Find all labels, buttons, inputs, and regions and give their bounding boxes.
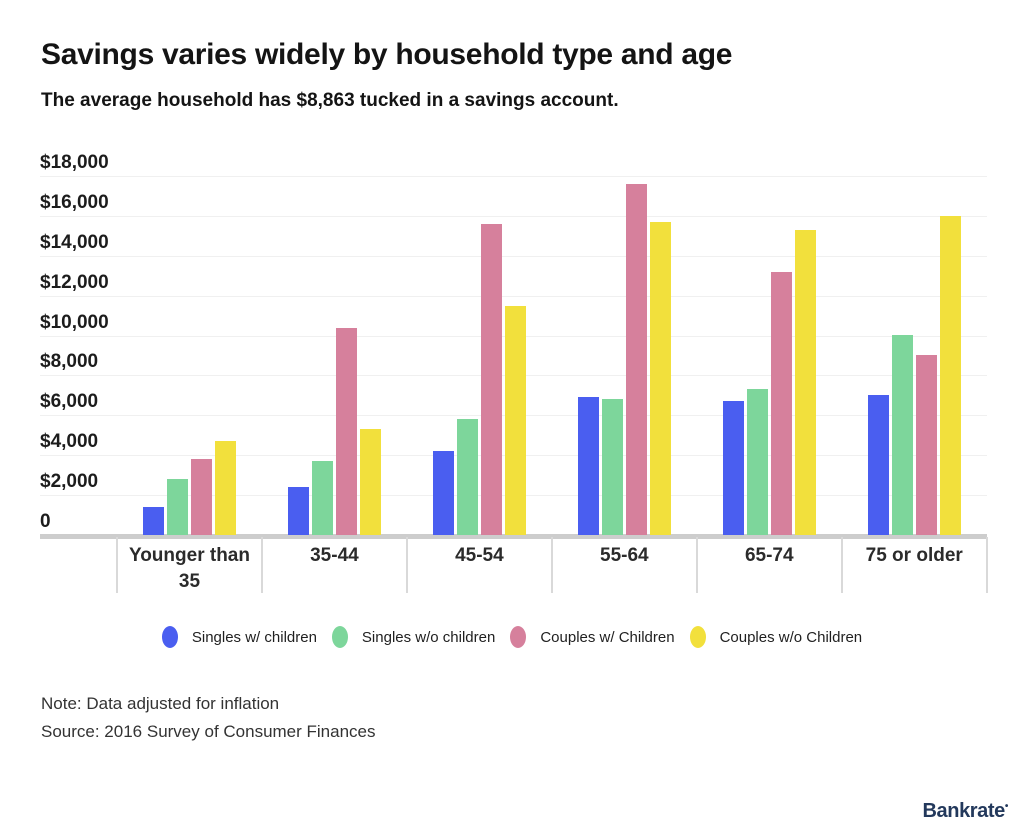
y-axis-tick-label: $4,000 — [40, 431, 99, 453]
category-separator-tick — [260, 537, 263, 593]
y-gridline — [40, 295, 987, 297]
bar — [723, 401, 744, 535]
bar — [191, 459, 212, 535]
bankrate-logo-mark-icon: • — [1004, 801, 1009, 812]
bar — [940, 216, 961, 535]
y-axis-tick-label: $6,000 — [40, 391, 99, 413]
chart-legend: Singles w/ children Singles w/o children C… — [0, 626, 1024, 648]
category-separator-tick — [405, 537, 408, 593]
y-gridline — [40, 255, 987, 257]
y-axis-tick-label: 0 — [40, 511, 51, 532]
bar — [916, 355, 937, 535]
bar — [795, 230, 816, 535]
bar — [360, 429, 381, 535]
bar — [650, 222, 671, 535]
legend-swatch-icon — [331, 626, 348, 648]
bar — [578, 397, 599, 535]
y-axis-tick-label: $14,000 — [40, 231, 109, 253]
chart-subtitle: The average household has $8,863 tucked … — [41, 90, 619, 111]
chart-title: Savings varies widely by household type … — [41, 38, 733, 71]
bankrate-logo-text: Bankrate — [922, 800, 1005, 822]
bar — [892, 335, 913, 535]
category-separator-tick — [985, 537, 988, 593]
bar — [481, 224, 502, 535]
y-axis-tick-label: $18,000 — [40, 151, 109, 173]
legend-item: Couples w/o Children — [689, 626, 863, 648]
x-axis-label: 35-44 — [310, 545, 359, 566]
y-axis-tick-label: $12,000 — [40, 271, 109, 293]
x-axis-label: Younger than 35 — [128, 545, 250, 592]
y-gridline — [40, 215, 987, 217]
x-axis-label: 45-54 — [455, 545, 504, 566]
category-separator-tick — [840, 537, 843, 593]
note-text: Note: Data adjusted for inflation — [41, 694, 280, 713]
bar — [143, 507, 164, 535]
y-gridline — [40, 175, 987, 177]
bar — [747, 389, 768, 535]
bar — [312, 461, 333, 535]
bar — [167, 479, 188, 535]
legend-label: Singles w/o children — [361, 628, 496, 646]
legend-label: Couples w/o Children — [719, 628, 863, 646]
bar — [626, 184, 647, 535]
bar — [457, 419, 478, 535]
y-axis-tick-label: $16,000 — [40, 191, 109, 213]
x-axis-label: 55-64 — [600, 545, 649, 566]
x-axis-label: 75 or older — [865, 545, 963, 566]
x-axis-line — [40, 534, 987, 539]
legend-swatch-icon — [161, 626, 178, 648]
legend-label: Singles w/ children — [191, 628, 317, 646]
category-separator-tick — [550, 537, 553, 593]
bar — [336, 328, 357, 535]
bar — [505, 306, 526, 535]
legend-item: Couples w/ Children — [510, 626, 675, 648]
bar — [868, 395, 889, 535]
legend-label: Couples w/ Children — [540, 628, 675, 646]
category-separator-tick — [116, 537, 118, 593]
bar — [215, 441, 236, 535]
bar — [602, 399, 623, 535]
bar — [288, 487, 309, 535]
bankrate-logo: Bankrate• — [922, 800, 1008, 823]
legend-item: Singles w/ children — [161, 626, 317, 648]
legend-item: Singles w/o children — [331, 626, 496, 648]
legend-swatch-icon — [689, 626, 706, 648]
y-axis-tick-label: $2,000 — [40, 471, 99, 493]
x-axis-label: 65-74 — [744, 545, 794, 566]
bar — [771, 272, 792, 535]
source-text: Source: 2016 Survey of Consumer Finances — [41, 722, 376, 741]
category-separator-tick — [695, 537, 698, 593]
y-axis-tick-label: $8,000 — [40, 351, 99, 373]
bar — [433, 451, 454, 535]
legend-swatch-icon — [510, 626, 527, 648]
y-axis-tick-label: $10,000 — [40, 311, 109, 333]
